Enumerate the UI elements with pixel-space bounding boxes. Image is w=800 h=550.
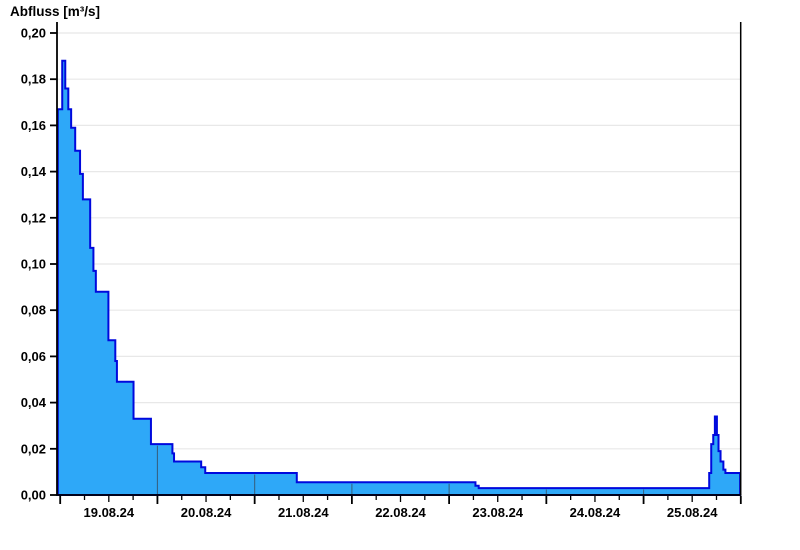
y-axis-label: 0,16 xyxy=(21,118,46,133)
chart-title: Abfluss [m³/s] xyxy=(10,4,101,19)
x-axis-label: 25.08.24 xyxy=(667,505,718,520)
y-axis-label: 0,12 xyxy=(21,210,46,225)
y-axis-label: 0,20 xyxy=(21,26,46,41)
y-axis-label: 0,14 xyxy=(21,164,47,179)
y-axis-label: 0,08 xyxy=(21,303,46,318)
y-axis-label: 0,00 xyxy=(21,488,46,503)
discharge-area xyxy=(56,59,742,496)
x-axis-label: 19.08.24 xyxy=(84,505,135,520)
x-axis-label: 22.08.24 xyxy=(375,505,426,520)
y-axis-label: 0,04 xyxy=(21,395,47,410)
x-axis-label: 21.08.24 xyxy=(278,505,329,520)
x-axis-label: 24.08.24 xyxy=(570,505,621,520)
x-axis-label: 20.08.24 xyxy=(181,505,232,520)
y-axis-label: 0,02 xyxy=(21,441,46,456)
x-axis-label: 23.08.24 xyxy=(472,505,523,520)
y-axis-label: 0,18 xyxy=(21,72,46,87)
y-axis-label: 0,06 xyxy=(21,349,46,364)
y-axis-label: 0,10 xyxy=(21,257,46,272)
